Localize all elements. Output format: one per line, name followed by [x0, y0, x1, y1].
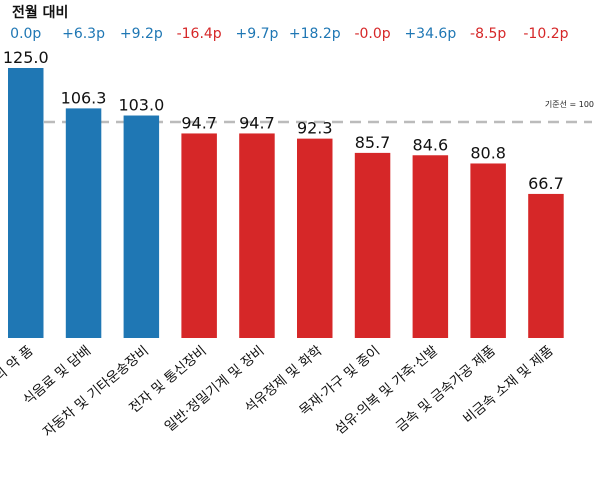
value-label: 84.6 [413, 135, 449, 154]
value-label: 66.7 [528, 174, 564, 193]
bar [297, 138, 333, 338]
value-label: 125.0 [3, 48, 49, 67]
bar [470, 163, 506, 338]
change-label: -8.5p [470, 26, 506, 42]
bar [412, 155, 449, 338]
value-label: 80.8 [470, 143, 506, 162]
change-label: -16.4p [177, 26, 222, 42]
value-label: 94.7 [181, 113, 217, 132]
bar [181, 133, 217, 338]
change-label: +6.3p [62, 26, 105, 42]
bar [528, 193, 564, 338]
category-label: 섬유·의복 및 가죽·신발 [332, 343, 441, 438]
value-label: 92.3 [297, 119, 333, 138]
bar [65, 108, 102, 338]
reference-line-label: 기준선 = 100 [545, 100, 594, 109]
category-label: 금속 및 금속가공 제품 [393, 343, 499, 435]
value-label: 103.0 [118, 96, 164, 115]
change-label: +9.7p [236, 26, 279, 42]
bar [354, 152, 391, 338]
change-label: -10.2p [523, 26, 568, 42]
change-label: 0.0p [10, 26, 41, 42]
value-label: 85.7 [355, 133, 391, 152]
change-title: 전월 대비 [12, 4, 68, 21]
value-labels: 125.0 106.3 103.0 94.7 94.7 92.3 85.7 84.6 80.8 6… [3, 48, 564, 193]
change-label: +34.6p [404, 26, 456, 42]
bar [123, 115, 160, 339]
category-label: 일반·정밀기계 및 장비 [162, 343, 268, 435]
change-label: +9.2p [120, 26, 163, 42]
change-label: -0.0p [354, 26, 390, 42]
change-label: +18.2p [289, 26, 341, 42]
value-label: 94.7 [239, 113, 275, 132]
bars [8, 68, 564, 339]
category-label: 의 약 품 [0, 343, 36, 385]
value-label: 106.3 [61, 88, 107, 107]
bar [239, 133, 275, 338]
category-label: 자동차 및 기타운송장비 [40, 343, 152, 441]
bar [8, 68, 44, 338]
change-labels: 0.0p +6.3p +9.2p -16.4p +9.7p +18.2p -0.0p +34.… [10, 26, 568, 42]
